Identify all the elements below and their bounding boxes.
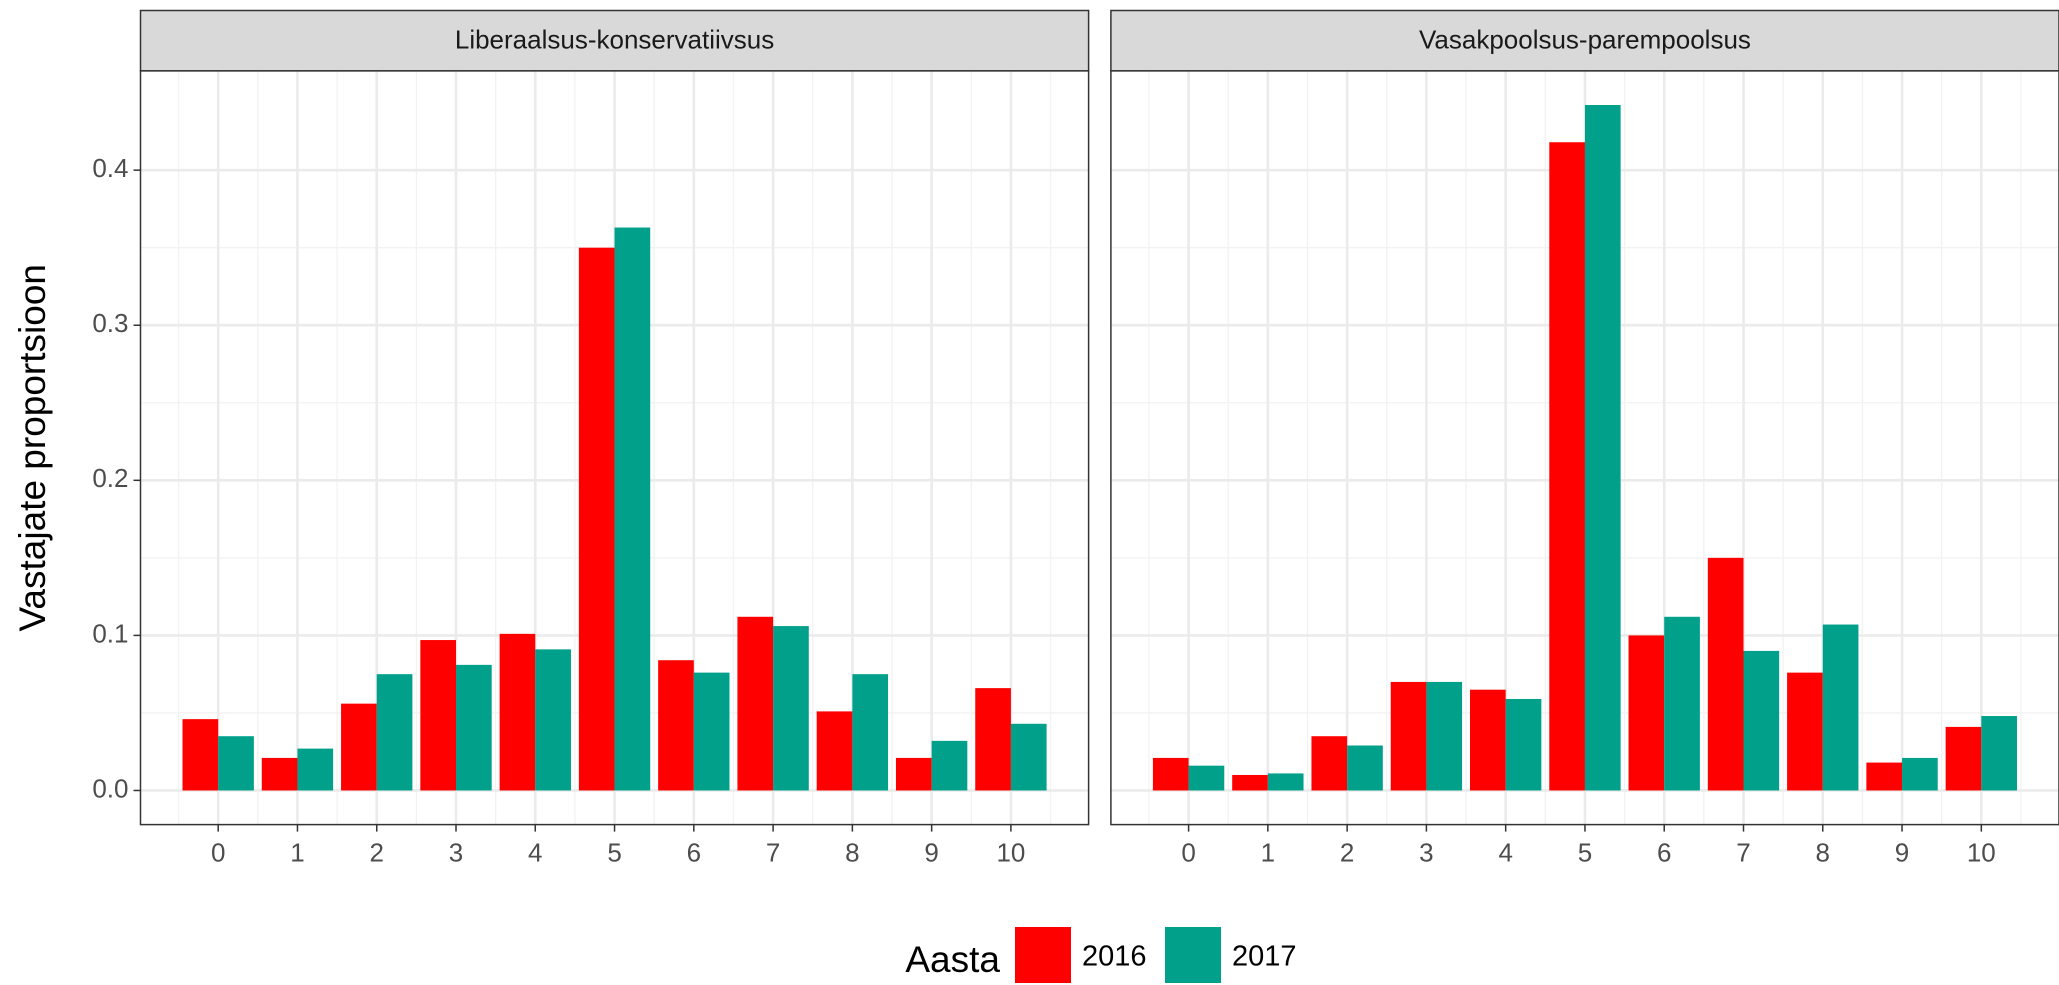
bar — [1664, 616, 1700, 791]
bar — [1743, 650, 1780, 791]
bar — [261, 757, 298, 791]
legend-key — [1165, 927, 1221, 983]
bar — [218, 736, 254, 791]
y-tick-label: 0.4 — [92, 153, 128, 183]
bar — [1347, 745, 1383, 791]
x-tick-label: 4 — [528, 837, 542, 867]
bar — [182, 719, 219, 791]
x-tick-label: 9 — [1895, 837, 1909, 867]
bar — [1010, 723, 1047, 791]
legend-label: 2016 — [1082, 941, 1147, 973]
strip — [139, 9, 1090, 72]
x-tick-label: 7 — [766, 837, 780, 867]
bar — [658, 660, 694, 791]
legend-title: Aasta — [905, 939, 1000, 980]
x-tick-label: 6 — [687, 837, 701, 867]
x-tick-label: 3 — [449, 837, 463, 867]
bar — [297, 748, 334, 791]
bar — [1505, 698, 1542, 791]
strip-title: Liberaalsus-konservatiivsus — [455, 25, 774, 55]
bar — [1426, 681, 1463, 791]
bar — [578, 247, 615, 791]
x-tick-label: 2 — [1340, 837, 1354, 867]
bar — [1822, 624, 1859, 791]
bar — [1470, 689, 1506, 791]
bar — [376, 674, 413, 791]
bar — [614, 227, 651, 791]
strip-title: Vasakpoolsus-parempoolsus — [1419, 25, 1751, 55]
bar — [1866, 762, 1903, 791]
bar — [816, 711, 853, 791]
bar — [420, 640, 457, 791]
bar — [1311, 736, 1348, 791]
x-tick-label: 1 — [1261, 837, 1275, 867]
x-tick-label: 10 — [996, 837, 1025, 867]
x-tick-label: 6 — [1657, 837, 1671, 867]
legend-key — [1015, 927, 1071, 983]
bar — [1584, 105, 1621, 791]
bar — [1549, 142, 1585, 791]
legend-label: 2017 — [1232, 941, 1297, 973]
bar — [852, 674, 889, 791]
x-tick-label: 0 — [1181, 837, 1195, 867]
bar — [1707, 557, 1744, 791]
y-tick-label: 0.0 — [92, 773, 128, 803]
bar — [1981, 716, 2017, 791]
bar — [1188, 765, 1225, 791]
bar — [975, 688, 1011, 791]
x-tick-label: 3 — [1419, 837, 1433, 867]
x-tick-label: 7 — [1736, 837, 1750, 867]
bar — [895, 757, 932, 791]
bar — [499, 633, 536, 791]
x-tick-label: 8 — [845, 837, 859, 867]
bar — [1945, 726, 1982, 791]
bar — [931, 740, 968, 791]
bar — [1232, 774, 1268, 791]
panel-border — [1110, 70, 2059, 826]
strip — [1110, 9, 2059, 72]
x-tick-label: 2 — [369, 837, 383, 867]
x-tick-label: 5 — [607, 837, 621, 867]
x-tick-label: 10 — [1967, 837, 1996, 867]
bar — [535, 649, 571, 791]
bar — [1902, 757, 1938, 791]
bar — [1267, 773, 1304, 791]
bar — [1152, 757, 1189, 791]
x-tick-label: 1 — [290, 837, 304, 867]
bar — [773, 626, 809, 791]
bar — [693, 672, 730, 791]
x-tick-label: 8 — [1816, 837, 1830, 867]
x-tick-label: 4 — [1498, 837, 1512, 867]
x-tick-label: 0 — [211, 837, 225, 867]
panel-border — [139, 70, 1090, 826]
x-tick-label: 5 — [1578, 837, 1592, 867]
bar — [1628, 635, 1665, 791]
y-tick-label: 0.1 — [92, 618, 128, 648]
x-tick-label: 9 — [924, 837, 938, 867]
bar — [1390, 681, 1427, 791]
bar — [341, 703, 377, 791]
bar — [737, 616, 774, 791]
y-tick-label: 0.3 — [92, 308, 128, 338]
y-axis-label: Vastajate proportsioon — [12, 264, 53, 632]
y-tick-label: 0.2 — [92, 463, 128, 493]
bar — [456, 664, 492, 791]
bar — [1787, 672, 1823, 791]
